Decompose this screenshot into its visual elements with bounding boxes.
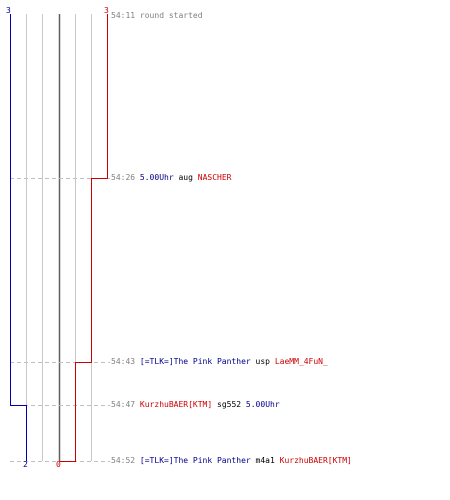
log-line-kill: 54:26 5.00Uhr aug NASCHER <box>111 173 231 183</box>
victim-name: NASCHER <box>197 173 232 182</box>
blue-team-line <box>10 14 27 461</box>
killer-name: 5.00Uhr <box>139 173 174 182</box>
log-line-kill: 54:52 [=TLK=]The Pink Panther m4a1 Kurzh… <box>111 456 352 466</box>
red-end-count: 0 <box>56 460 61 469</box>
log-line-kill: 54:47 KurzhuBAER[KTM] sg552 5.00Uhr <box>111 400 280 410</box>
weapon-name: sg552 <box>217 400 242 409</box>
blue-start-count: 3 <box>6 6 11 15</box>
killer-name: [=TLK=]The Pink Panther <box>139 357 251 366</box>
killer-name: [=TLK=]The Pink Panther <box>139 456 251 465</box>
log-line-round-start: 54:11 round started <box>111 11 203 21</box>
event-time: 54:52 <box>111 456 136 465</box>
event-text: round started <box>139 11 203 20</box>
event-time: 54:43 <box>111 357 136 366</box>
red-start-count: 3 <box>104 6 109 15</box>
victim-name: 5.00Uhr <box>245 400 280 409</box>
weapon-name: aug <box>178 173 193 182</box>
red-team-line <box>59 14 108 462</box>
event-time: 54:26 <box>111 173 136 182</box>
victim-name: KurzhuBAER[KTM] <box>279 456 352 465</box>
weapon-name: usp <box>255 357 270 366</box>
weapon-name: m4a1 <box>255 456 275 465</box>
victim-name: LaeMM_4FuN_ <box>274 357 328 366</box>
blue-end-count: 2 <box>23 460 28 469</box>
event-time: 54:47 <box>111 400 136 409</box>
event-time: 54:11 <box>111 11 136 20</box>
log-line-kill: 54:43 [=TLK=]The Pink Panther usp LaeMM_… <box>111 357 328 367</box>
killer-name: KurzhuBAER[KTM] <box>139 400 213 409</box>
